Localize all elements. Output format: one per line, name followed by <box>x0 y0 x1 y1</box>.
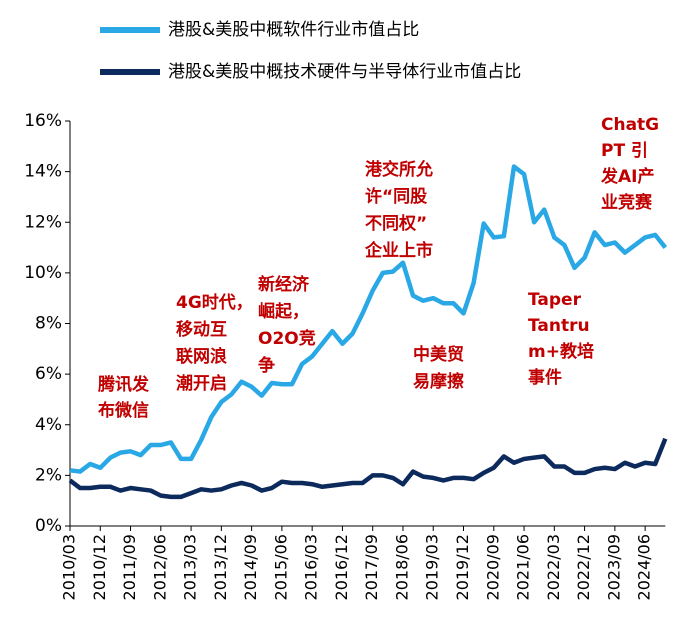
annotation: 布微信 <box>98 400 149 421</box>
annotation: 移动互 <box>176 319 227 340</box>
annotation: Taper <box>528 290 582 310</box>
legend-label: 港股&美股中概软件行业市值占比 <box>168 20 419 40</box>
annotation: 联网浪 <box>176 346 227 367</box>
x-tick-label: 2012/06 <box>150 534 169 600</box>
annotation: PT 引 <box>601 141 648 161</box>
y-tick-label: 14% <box>24 162 62 182</box>
annotation: 事件 <box>528 367 562 388</box>
x-tick-label: 2019/03 <box>423 534 442 600</box>
x-tick-label: 2024/06 <box>635 534 654 600</box>
x-tick-label: 2017/09 <box>362 534 381 600</box>
y-tick-label: 2% <box>35 465 62 485</box>
x-tick-label: 2016/03 <box>302 534 321 600</box>
annotation: 港交所允 <box>365 159 433 180</box>
annotation: 崛起， <box>258 301 309 322</box>
x-tick-label: 2019/12 <box>453 534 472 600</box>
y-tick-label: 10% <box>24 263 62 283</box>
x-tick-label: 2015/06 <box>271 534 290 600</box>
y-tick-label: 8% <box>35 314 62 334</box>
y-tick-label: 6% <box>35 364 62 384</box>
annotation: 业竞赛 <box>601 192 653 213</box>
annotation: 腾讯发 <box>98 374 150 395</box>
annotation: 新经济 <box>258 274 310 295</box>
x-tick-label: 2014/09 <box>241 534 260 600</box>
x-tick-label: 2022/12 <box>574 534 593 600</box>
x-tick-label: 2018/06 <box>392 534 411 600</box>
annotation: 潮开启 <box>176 373 227 394</box>
x-tick-label: 2010/03 <box>60 534 79 600</box>
x-tick-label: 2013/12 <box>211 534 230 600</box>
x-tick-label: 2010/12 <box>90 534 109 600</box>
annotation: 不同权” <box>365 213 427 234</box>
x-tick-label: 2016/12 <box>332 534 351 600</box>
annotation: ChatG <box>601 115 659 135</box>
annotation: 中美贸 <box>413 344 464 365</box>
annotation: Tantru <box>528 316 590 336</box>
series-line <box>69 164 668 474</box>
y-tick-label: 12% <box>24 212 62 232</box>
y-tick-label: 4% <box>35 415 62 435</box>
x-tick-label: 2011/09 <box>120 534 139 600</box>
series-line <box>68 437 668 500</box>
legend-label: 港股&美股中概技术硬件与半导体行业市值占比 <box>168 62 521 82</box>
annotation: m+教培 <box>528 341 594 362</box>
annotation: 发AI产 <box>600 166 654 187</box>
annotation: 许“同股 <box>365 186 427 207</box>
annotation: 企业上市 <box>364 240 433 261</box>
y-tick-label: 16% <box>24 111 62 131</box>
y-tick-label: 0% <box>35 516 62 536</box>
x-tick-label: 2021/06 <box>514 534 533 600</box>
annotation: 争 <box>258 355 275 376</box>
x-tick-label: 2022/03 <box>544 534 563 600</box>
annotation: 易摩擦 <box>413 371 464 392</box>
annotation: O2O竞 <box>258 328 316 349</box>
x-tick-label: 2020/09 <box>483 534 502 600</box>
x-tick-label: 2023/09 <box>604 534 623 600</box>
x-tick-label: 2013/03 <box>181 534 200 600</box>
annotation: 4G时代， <box>176 292 253 313</box>
